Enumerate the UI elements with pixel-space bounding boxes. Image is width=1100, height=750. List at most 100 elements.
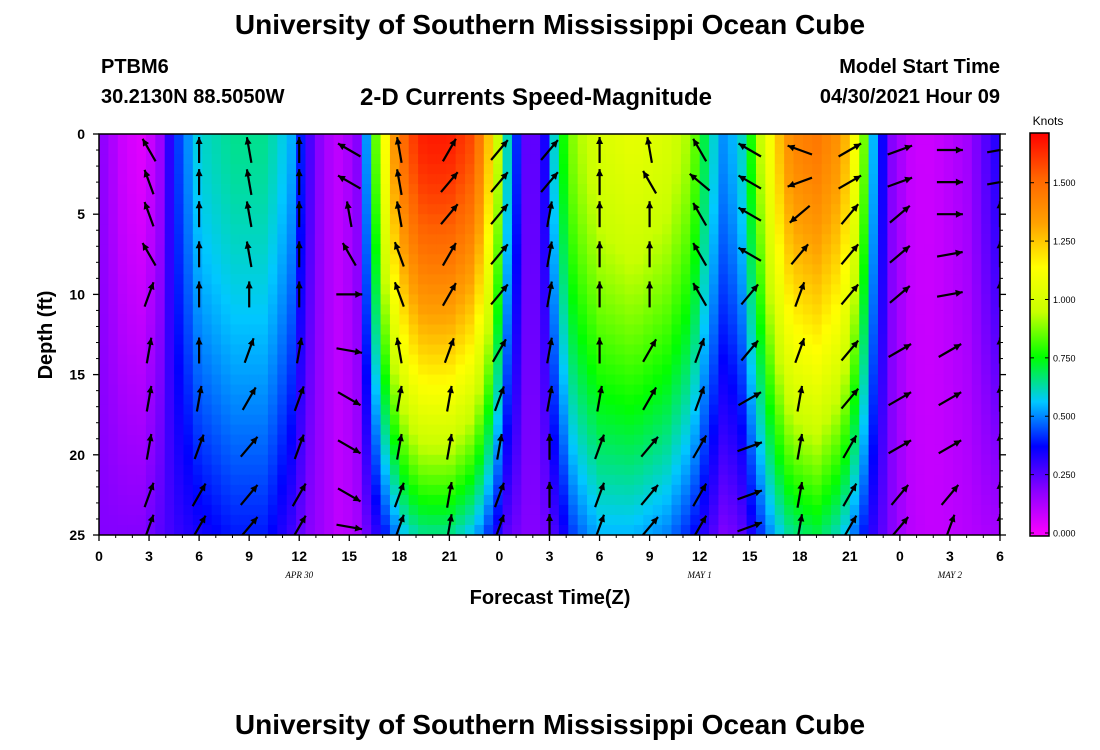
heat-cell — [380, 284, 391, 295]
heat-cell — [615, 164, 626, 175]
heat-cell — [164, 444, 175, 456]
current-arrow — [344, 201, 353, 228]
heat-cell — [605, 404, 616, 416]
heat-cell — [117, 264, 128, 275]
heat-cell — [709, 144, 720, 155]
heat-cell — [483, 274, 494, 285]
current-arrow — [540, 139, 559, 161]
heat-cell — [784, 264, 795, 275]
heat-cell — [314, 334, 325, 346]
heat-cell — [117, 474, 128, 486]
heat-cell — [465, 154, 476, 165]
heat-cell — [962, 194, 973, 205]
heat-cell — [352, 164, 363, 175]
heat-cell — [483, 514, 494, 526]
heat-cell — [455, 254, 466, 265]
heat-cell — [155, 144, 166, 155]
heat-cell — [896, 364, 907, 376]
heat-cell — [746, 204, 757, 215]
heat-cell — [493, 514, 504, 526]
heat-cell — [727, 264, 738, 275]
heat-cell — [455, 154, 466, 165]
heat-cell — [624, 434, 635, 446]
heat-cell — [746, 284, 757, 295]
heat-cell — [305, 454, 316, 466]
heat-cell — [906, 134, 917, 145]
heat-cell — [267, 324, 278, 336]
heat-cell — [249, 134, 260, 145]
heat-cell — [624, 444, 635, 456]
heat-cell — [953, 504, 964, 516]
heat-cell — [671, 384, 682, 396]
heat-cell — [333, 404, 344, 416]
heat-cell — [774, 264, 785, 275]
heat-cell — [953, 134, 964, 145]
heat-cell — [624, 154, 635, 165]
current-arrow — [694, 386, 706, 412]
heat-cell — [962, 314, 973, 326]
heat-cell — [558, 144, 569, 155]
heat-cell — [314, 214, 325, 225]
heat-cell — [784, 444, 795, 456]
heat-cell — [765, 194, 776, 205]
heat-cell — [239, 444, 250, 456]
heat-cell — [774, 184, 785, 195]
heat-cell — [643, 504, 654, 516]
heat-cell — [99, 284, 109, 295]
heat-cell — [249, 294, 260, 306]
heat-cell — [221, 454, 231, 466]
heat-cell — [812, 384, 823, 396]
heat-cell — [164, 234, 175, 245]
heat-cell — [221, 194, 231, 205]
heat-cell — [465, 514, 476, 526]
heat-cell — [662, 134, 673, 145]
heat-cell — [127, 204, 138, 215]
heat-cell — [934, 374, 945, 386]
heat-cell — [962, 514, 973, 526]
heat-cell — [746, 254, 757, 265]
heat-cell — [765, 444, 776, 456]
heat-cell — [389, 494, 400, 506]
heat-cell — [267, 194, 278, 205]
heat-cell — [202, 254, 213, 265]
heat-cell — [934, 484, 945, 496]
heat-cell — [793, 274, 804, 285]
heat-cell — [333, 504, 344, 516]
heat-cell — [408, 344, 419, 356]
heat-cell — [380, 164, 391, 175]
heat-cell — [183, 314, 194, 326]
heat-cell — [906, 324, 917, 336]
heat-cell — [296, 494, 307, 506]
heat-cell — [831, 284, 842, 295]
heat-cell — [812, 164, 823, 175]
heat-cell — [643, 454, 654, 466]
heat-cell — [690, 164, 701, 175]
heat-cell — [389, 334, 400, 346]
heat-cell — [953, 464, 964, 476]
current-arrow — [336, 347, 363, 355]
heat-cell — [615, 434, 626, 446]
current-arrow — [790, 243, 809, 266]
heat-cell — [521, 464, 532, 476]
heat-cell — [943, 254, 954, 265]
heat-cell — [286, 494, 297, 506]
heat-cell — [812, 494, 823, 506]
y-tick-label: 10 — [69, 286, 85, 302]
heat-cell — [155, 324, 166, 336]
heat-cell — [812, 184, 823, 195]
heat-cell — [784, 154, 795, 165]
heat-cell — [887, 244, 898, 255]
heat-cell — [643, 404, 654, 416]
heat-cell — [774, 354, 785, 366]
heat-cell — [136, 324, 147, 336]
heat-cell — [793, 234, 804, 245]
heat-cell — [399, 424, 410, 436]
heat-cell — [662, 494, 673, 506]
heat-cell — [465, 234, 476, 245]
heat-cell — [765, 454, 776, 466]
heat-cell — [408, 444, 419, 456]
heat-cell — [587, 144, 598, 155]
heat-cell — [99, 174, 109, 185]
heat-cell — [418, 354, 429, 366]
heat-cell — [183, 204, 194, 215]
